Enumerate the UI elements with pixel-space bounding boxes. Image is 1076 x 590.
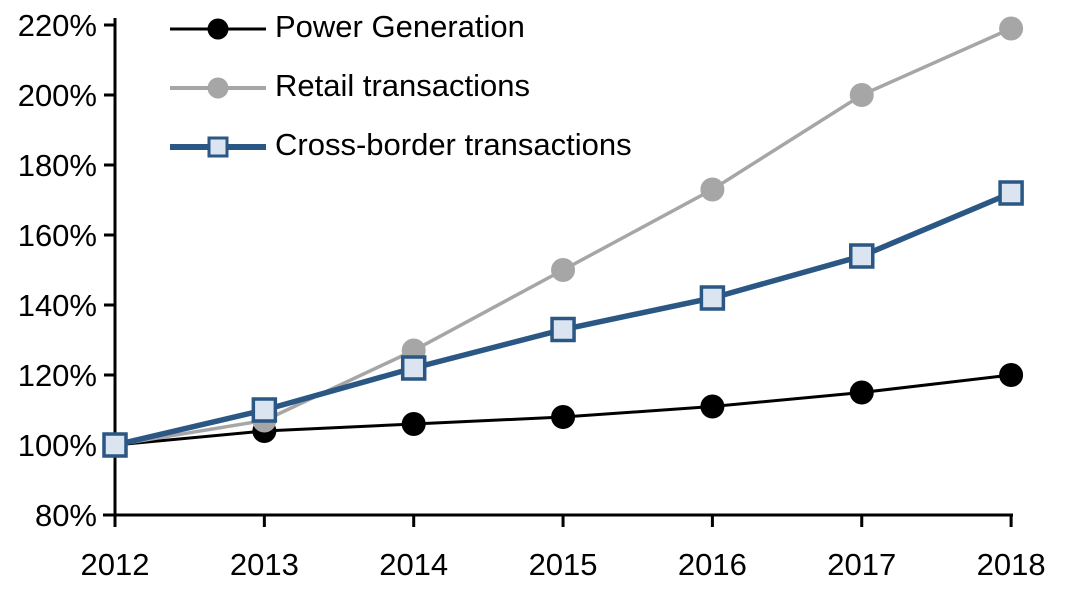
marker-cross-border-transactions-2013 (251, 397, 278, 423)
marker-power-generation-2016 (700, 394, 725, 419)
marker-cross-border-transactions-2018 (998, 180, 1024, 206)
y-tick-label: 140% (18, 288, 97, 323)
legend-item-cross-border-transactions: Cross-border transactions (170, 117, 632, 176)
marker-power-generation-2017 (849, 380, 874, 405)
legend-label-power-generation: Power Generation (275, 9, 525, 44)
legend: Power Generation Retail transactions Cro… (170, 0, 632, 176)
y-tick-label: 80% (35, 498, 97, 533)
x-tick-label: 2016 (678, 547, 747, 582)
marker-retail-transactions-2017 (849, 83, 874, 107)
y-tick-label: 180% (18, 148, 97, 183)
marker-power-generation-2014 (401, 412, 426, 436)
y-tick-label: 160% (18, 218, 97, 253)
legend-sample-power-generation (170, 0, 266, 58)
marker-cross-border-transactions-2015 (550, 316, 576, 343)
marker-power-generation-2018 (999, 363, 1024, 387)
legend-sample-retail-transactions (170, 58, 266, 117)
legend-item-power-generation: Power Generation (170, 0, 632, 58)
square-marker-icon (207, 136, 229, 157)
legend-item-retail-transactions: Retail transactions (170, 58, 632, 117)
marker-retail-transactions-2015 (551, 258, 576, 282)
x-tick-label: 2017 (827, 547, 896, 582)
marker-cross-border-transactions-2016 (699, 285, 726, 311)
y-tick-label: 120% (18, 358, 97, 393)
marker-cross-border-transactions-2012 (102, 432, 128, 458)
y-tick-label: 220% (18, 8, 97, 43)
circle-marker-icon (207, 18, 229, 39)
circle-marker-icon (207, 77, 229, 98)
marker-retail-transactions-2016 (700, 177, 725, 202)
legend-label-retail-transactions: Retail transactions (275, 68, 531, 103)
x-tick-label: 2013 (230, 547, 299, 582)
legend-sample-cross-border-transactions (170, 117, 266, 176)
marker-cross-border-transactions-2014 (400, 355, 427, 381)
x-tick-label: 2014 (379, 547, 448, 582)
x-tick-label: 2018 (977, 547, 1046, 582)
legend-label-cross-border-transactions: Cross-border transactions (275, 127, 632, 162)
y-tick-label: 200% (18, 78, 97, 113)
x-tick-label: 2012 (81, 547, 150, 582)
marker-cross-border-transactions-2017 (849, 243, 875, 269)
y-tick-label: 100% (18, 428, 97, 463)
marker-power-generation-2015 (551, 405, 576, 429)
x-tick-label: 2015 (529, 547, 598, 582)
marker-retail-transactions-2018 (999, 16, 1024, 41)
